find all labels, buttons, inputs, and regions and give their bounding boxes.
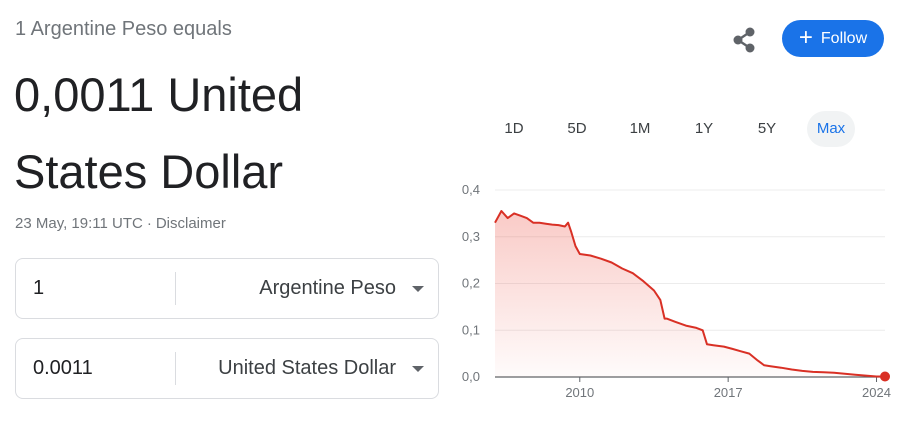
from-currency-select[interactable]: Argentine Peso (259, 259, 424, 318)
disclaimer-link[interactable]: Disclaimer (155, 215, 226, 232)
tab-1y[interactable]: 1Y (694, 120, 714, 137)
to-currency-row: 0.0011 United States Dollar (15, 338, 439, 399)
y-tick-label: 0,4 (462, 182, 480, 197)
separator: · (146, 215, 152, 232)
y-tick-label: 0,3 (462, 229, 480, 244)
to-currency-select[interactable]: United States Dollar (218, 339, 424, 398)
from-currency-label: Argentine Peso (259, 277, 396, 299)
x-tick-label: 2010 (565, 385, 594, 400)
tab-1m[interactable]: 1M (629, 120, 651, 137)
series-area (495, 211, 885, 377)
chart-svg: 0,0 0,1 0,2 0,3 0,4 2010 2017 2024 (462, 182, 891, 400)
x-tick-label: 2024 (862, 385, 891, 400)
timestamp: 23 May, 19:11 UTC (15, 215, 143, 232)
y-tick-label: 0,0 (462, 369, 480, 384)
from-currency-row: 1 Argentine Peso (15, 258, 439, 319)
from-amount-input[interactable]: 1 (33, 277, 45, 299)
y-tick-label: 0,2 (462, 276, 480, 291)
tab-5d[interactable]: 5D (567, 120, 587, 137)
tab-1d[interactable]: 1D (504, 120, 524, 137)
divider (175, 272, 176, 305)
tab-max[interactable]: Max (807, 111, 855, 147)
timestamp-line: 23 May, 19:11 UTC · Disclaimer (15, 215, 226, 232)
share-button[interactable] (728, 24, 760, 56)
follow-button[interactable]: + Follow (782, 20, 884, 57)
series-line (494, 210, 885, 378)
dropdown-arrow-icon (412, 365, 424, 372)
equals-label: 1 Argentine Peso equals (15, 18, 232, 40)
tab-5y[interactable]: 5Y (757, 120, 777, 137)
to-amount-input[interactable]: 0.0011 (33, 357, 93, 379)
share-icon (733, 27, 755, 53)
current-value-marker (880, 371, 890, 382)
exchange-rate-chart: 0,0 0,1 0,2 0,3 0,4 2010 2017 2024 (440, 170, 895, 415)
follow-label: Follow (820, 29, 868, 47)
dropdown-arrow-icon (412, 285, 424, 292)
to-currency-label: United States Dollar (218, 357, 396, 379)
x-tick-label: 2017 (714, 385, 743, 400)
plus-icon: + (798, 23, 813, 51)
conversion-result: 0,0011 United States Dollar (14, 68, 304, 198)
y-tick-label: 0,1 (462, 322, 480, 337)
divider (175, 352, 176, 385)
